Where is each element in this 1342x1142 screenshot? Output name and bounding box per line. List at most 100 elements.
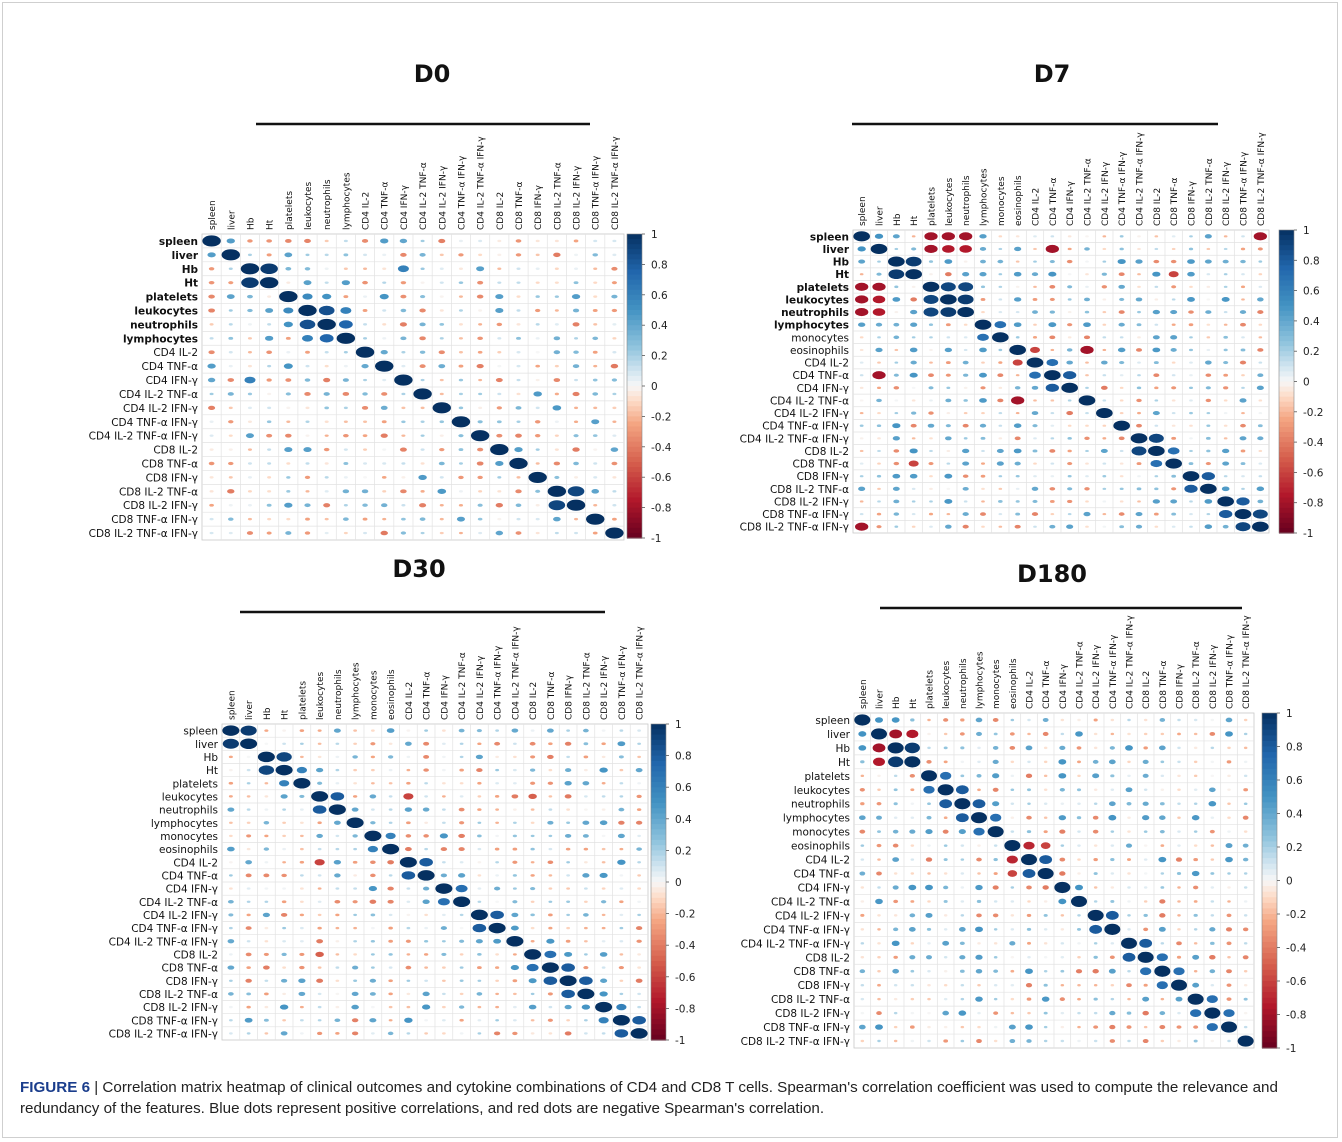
colorbar-segment: [1279, 331, 1294, 337]
colorbar-segment: [627, 279, 642, 286]
correlation-dot: [544, 950, 557, 959]
column-label: CD8 TNF-α IFN-γ: [1240, 151, 1250, 226]
correlation-dot: [405, 741, 412, 746]
colorbar-segment: [651, 939, 666, 946]
correlation-dot: [353, 887, 357, 890]
colorbar-segment: [1262, 763, 1277, 770]
colorbar-segment: [651, 834, 666, 841]
correlation-dot: [1119, 399, 1124, 402]
correlation-dot: [423, 741, 430, 746]
correlation-dot: [1119, 462, 1124, 465]
correlation-dot: [494, 886, 501, 891]
correlation-dot: [1110, 942, 1115, 945]
correlation-dot: [553, 350, 561, 355]
correlation-dot: [911, 285, 916, 288]
correlation-dot: [335, 887, 340, 890]
column-label: CD4 TNF-α IFN-γ: [1109, 634, 1119, 709]
correlation-dot: [343, 351, 348, 354]
correlation-dot: [1093, 718, 1098, 722]
column-label: CD8 TNF-α IFN-γ: [1226, 634, 1236, 709]
correlation-dot: [893, 816, 898, 819]
correlation-dot: [1193, 844, 1198, 847]
correlation-dot: [1189, 336, 1193, 339]
correlation-dot: [413, 388, 432, 400]
correlation-dot: [910, 788, 915, 792]
correlation-dot: [1227, 1039, 1231, 1043]
correlation-dot: [572, 447, 580, 452]
correlation-dot: [459, 939, 465, 943]
correlation-dot: [1235, 522, 1251, 532]
correlation-dot: [363, 378, 368, 382]
correlation-dot: [636, 939, 642, 943]
correlation-dot: [1127, 774, 1131, 778]
correlation-dot: [1092, 759, 1099, 764]
correlation-dot: [1067, 247, 1072, 251]
colorbar-tick-label: 0.8: [675, 751, 692, 763]
colorbar-tick-label: -0.2: [1303, 407, 1324, 419]
correlation-dot: [496, 406, 502, 410]
correlation-dot: [963, 386, 968, 389]
correlation-dot: [497, 281, 502, 284]
colorbar-segment: [651, 929, 666, 936]
correlation-dot: [1189, 512, 1193, 516]
correlation-dot: [601, 847, 606, 851]
correlation-dot: [299, 952, 305, 957]
correlation-dot: [1077, 858, 1081, 861]
correlation-dot: [355, 346, 375, 358]
correlation-dot: [221, 249, 240, 261]
colorbar-tick-label: -0.8: [1303, 498, 1324, 510]
correlation-dot: [1206, 336, 1211, 339]
row-label: CD8 IFN-γ: [797, 471, 849, 483]
correlation-dot: [893, 499, 900, 504]
correlation-dot: [1143, 718, 1148, 722]
correlation-dot: [342, 391, 350, 396]
correlation-dot: [1193, 774, 1198, 778]
correlation-dot: [535, 531, 540, 535]
correlation-dot: [284, 502, 293, 508]
correlation-dot: [998, 247, 1003, 251]
correlation-dot: [264, 742, 269, 745]
correlation-dot: [928, 411, 934, 415]
correlation-dot: [1110, 997, 1115, 1001]
correlation-dot: [343, 239, 348, 243]
correlation-dot: [530, 834, 535, 838]
colorbar-segment: [627, 294, 642, 301]
colorbar-segment: [1279, 421, 1294, 428]
correlation-dot: [1171, 487, 1177, 491]
correlation-dot: [1136, 423, 1142, 428]
correlation-dot: [318, 305, 335, 316]
correlation-dot: [892, 968, 900, 974]
correlation-dot: [1060, 956, 1065, 959]
correlation-dot: [1223, 361, 1229, 365]
correlation-dot: [1119, 487, 1124, 491]
correlation-dot: [1204, 1007, 1221, 1019]
matrix-grid: [221, 723, 649, 1041]
correlation-dot: [317, 992, 322, 996]
correlation-dot: [1054, 881, 1071, 894]
correlation-dot: [324, 351, 329, 354]
correlation-dot: [1227, 802, 1231, 805]
correlation-dot: [1154, 424, 1159, 427]
correlation-dot: [281, 952, 287, 957]
correlation-dot: [993, 1039, 998, 1043]
row-label: platelets: [804, 771, 850, 783]
correlation-dot: [593, 364, 598, 368]
colorbar-segment: [1279, 477, 1294, 484]
correlation-dot: [584, 940, 588, 943]
correlation-dot: [998, 487, 1003, 490]
correlation-dot: [875, 898, 883, 905]
correlation-dot: [406, 887, 411, 890]
correlation-dot: [565, 847, 571, 851]
row-label: CD8 IL-2 TNF-α IFN-γ: [740, 522, 849, 534]
column-label: CD4 TNF-α: [381, 182, 391, 230]
correlation-dot: [401, 434, 406, 437]
correlation-dot: [859, 871, 866, 876]
correlation-dot: [458, 833, 465, 838]
colorbar-segment: [627, 284, 642, 291]
correlation-dot: [1187, 259, 1195, 264]
colorbar-segment: [1262, 718, 1277, 725]
colorbar-segment: [1279, 275, 1294, 282]
correlation-dot: [458, 1005, 465, 1009]
correlation-dot: [877, 956, 881, 959]
correlation-dot: [1127, 970, 1131, 973]
